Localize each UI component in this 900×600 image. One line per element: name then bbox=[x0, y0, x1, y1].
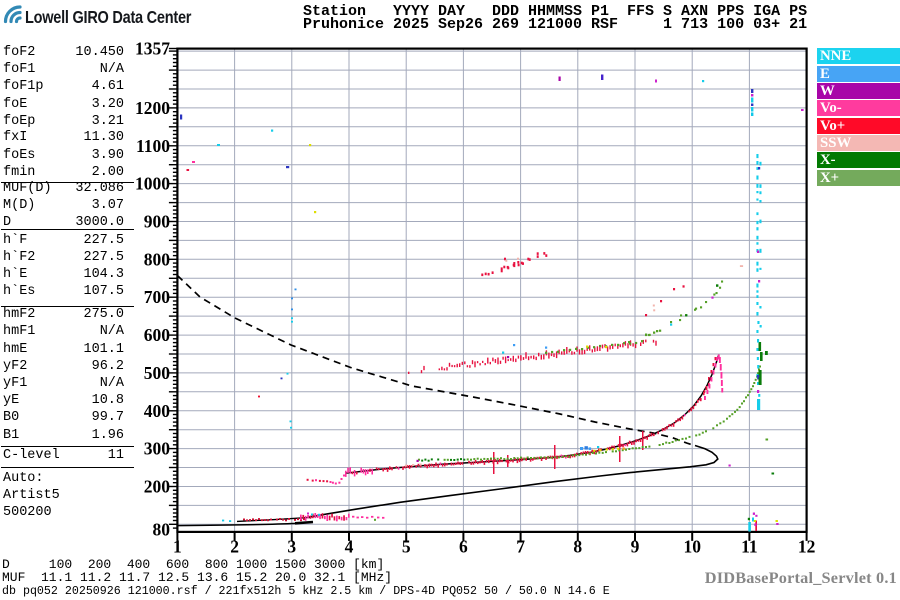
svg-text:900: 900 bbox=[144, 212, 171, 232]
svg-text:200: 200 bbox=[144, 477, 171, 497]
svg-text:500: 500 bbox=[144, 363, 171, 383]
svg-text:1200: 1200 bbox=[135, 98, 170, 118]
svg-text:9: 9 bbox=[631, 537, 640, 557]
svg-text:400: 400 bbox=[144, 401, 171, 421]
svg-text:5: 5 bbox=[402, 537, 411, 557]
svg-text:80: 80 bbox=[153, 520, 171, 540]
svg-text:800: 800 bbox=[144, 249, 171, 269]
svg-text:11: 11 bbox=[741, 537, 758, 557]
svg-text:4: 4 bbox=[345, 537, 354, 557]
svg-text:2: 2 bbox=[230, 537, 239, 557]
svg-text:1000: 1000 bbox=[135, 174, 170, 194]
svg-text:1: 1 bbox=[173, 537, 182, 557]
svg-text:1100: 1100 bbox=[136, 136, 170, 156]
svg-text:300: 300 bbox=[144, 439, 171, 459]
svg-text:7: 7 bbox=[516, 537, 525, 557]
svg-text:600: 600 bbox=[144, 325, 171, 345]
svg-text:1357: 1357 bbox=[135, 39, 170, 59]
svg-text:10: 10 bbox=[683, 537, 701, 557]
svg-text:3: 3 bbox=[287, 537, 296, 557]
svg-text:12: 12 bbox=[798, 537, 816, 557]
svg-text:8: 8 bbox=[573, 537, 582, 557]
svg-text:700: 700 bbox=[144, 287, 171, 307]
svg-text:6: 6 bbox=[459, 537, 468, 557]
